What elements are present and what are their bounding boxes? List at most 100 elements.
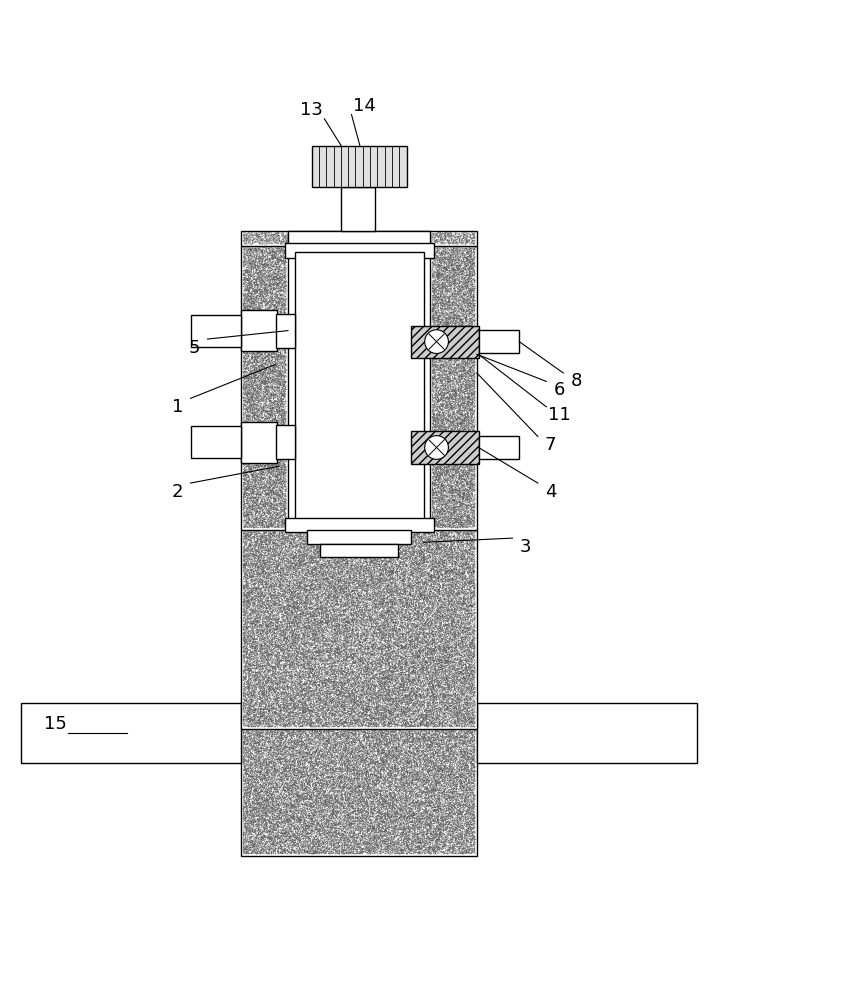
Point (272, 464, 285, 480)
Point (377, 822, 390, 838)
Point (299, 739, 313, 755)
Point (323, 549, 336, 565)
Point (307, 749, 320, 765)
Point (277, 436, 291, 452)
Point (323, 528, 336, 544)
Point (380, 583, 394, 599)
Point (269, 814, 283, 830)
Point (354, 235, 368, 251)
Point (318, 760, 331, 776)
Point (322, 762, 335, 778)
Point (446, 798, 460, 814)
Point (272, 367, 285, 383)
Point (257, 426, 271, 442)
Point (339, 798, 352, 814)
Point (377, 764, 390, 780)
Point (436, 226, 450, 242)
Point (256, 352, 269, 368)
Point (320, 758, 334, 774)
Point (318, 576, 331, 592)
Point (342, 768, 356, 784)
Point (308, 562, 322, 578)
Point (330, 599, 344, 615)
Point (237, 228, 251, 244)
Point (443, 306, 457, 322)
Point (250, 534, 263, 550)
Point (300, 622, 313, 638)
Point (465, 671, 479, 687)
Point (241, 395, 255, 411)
Point (374, 715, 387, 731)
Point (363, 756, 376, 772)
Point (248, 586, 262, 602)
Point (352, 763, 365, 779)
Point (447, 544, 461, 560)
Point (243, 505, 257, 521)
Point (398, 682, 412, 698)
Point (431, 672, 445, 688)
Point (273, 528, 286, 544)
Point (429, 814, 442, 830)
Point (268, 321, 282, 337)
Point (279, 719, 292, 735)
Point (267, 624, 280, 640)
Point (448, 277, 462, 293)
Point (345, 649, 358, 665)
Point (396, 634, 409, 650)
Point (274, 726, 288, 742)
Point (285, 620, 298, 636)
Point (445, 256, 458, 272)
Point (440, 791, 454, 807)
Point (321, 759, 335, 775)
Point (417, 683, 430, 699)
Point (300, 543, 313, 559)
Point (429, 760, 442, 776)
Point (278, 275, 291, 291)
Point (259, 598, 273, 614)
Point (285, 738, 299, 754)
Point (442, 529, 456, 545)
Point (246, 727, 260, 743)
Point (357, 637, 370, 653)
Point (299, 617, 313, 633)
Point (357, 706, 371, 722)
Point (403, 549, 417, 565)
Point (346, 738, 359, 754)
Point (361, 730, 374, 746)
Point (388, 535, 401, 551)
Point (461, 344, 474, 360)
Point (319, 820, 333, 836)
Point (265, 519, 279, 535)
Point (313, 760, 327, 776)
Point (397, 708, 411, 724)
Point (274, 647, 288, 663)
Point (272, 442, 285, 458)
Point (240, 446, 253, 462)
Point (369, 612, 383, 628)
Point (272, 593, 285, 609)
Point (278, 403, 291, 419)
Point (354, 746, 368, 762)
Point (396, 530, 409, 546)
Point (297, 549, 311, 565)
Point (394, 666, 407, 682)
Point (241, 663, 254, 679)
Point (306, 763, 319, 779)
Point (263, 445, 276, 461)
Point (354, 713, 368, 729)
Point (358, 546, 372, 562)
Point (327, 698, 340, 714)
Point (388, 700, 401, 716)
Point (241, 597, 255, 613)
Point (266, 293, 280, 309)
Point (245, 390, 258, 406)
Point (275, 703, 289, 719)
Point (302, 610, 315, 626)
Point (346, 676, 360, 692)
Point (349, 788, 363, 804)
Point (402, 740, 416, 756)
Point (329, 551, 343, 567)
Point (320, 666, 334, 682)
Point (265, 682, 279, 698)
Point (372, 707, 385, 723)
